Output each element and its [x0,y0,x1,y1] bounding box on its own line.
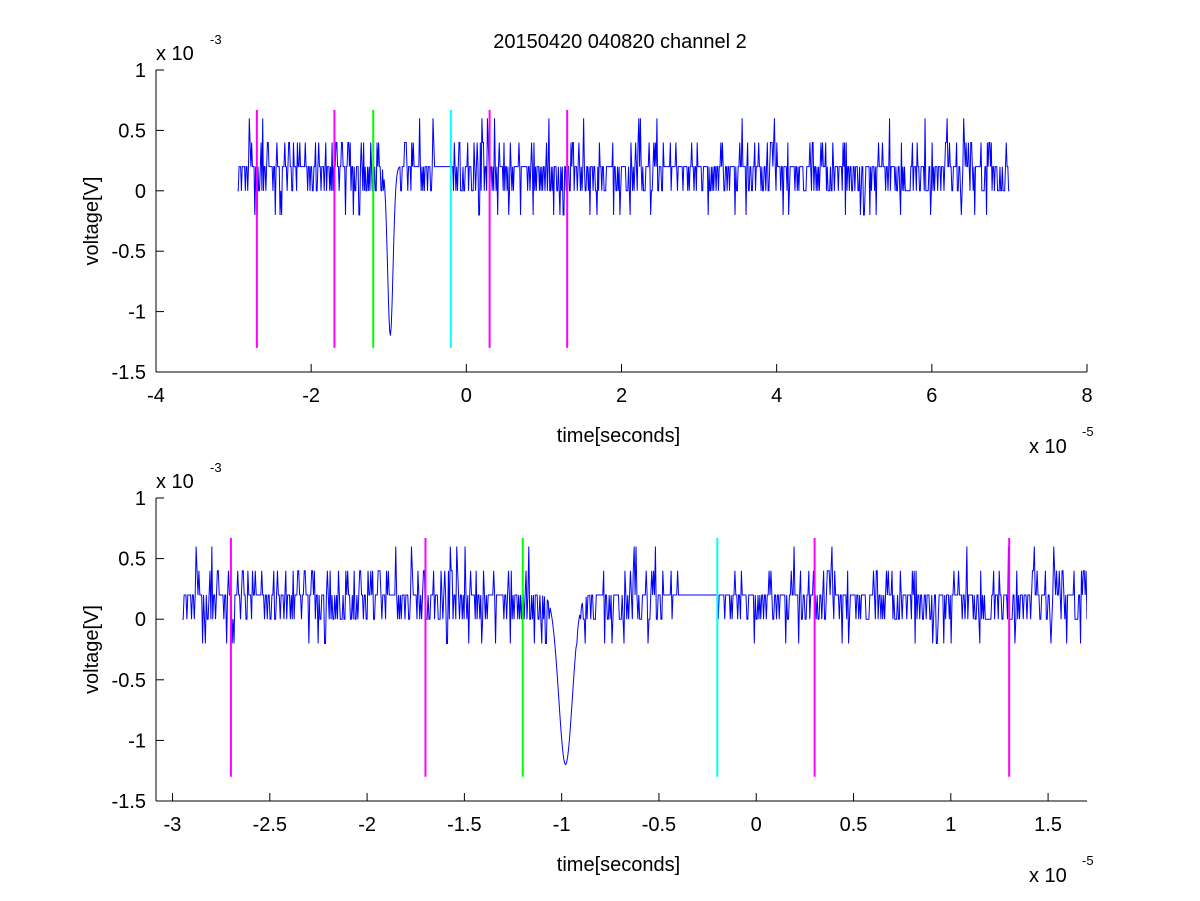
x-axis-label: time[seconds] [557,854,680,876]
x-tick-label: -1.5 [447,814,481,836]
y-axis-label: voltage[V] [81,177,103,266]
x-exponent-label: x 10 [1029,436,1067,458]
x-tick-label: 8 [1081,385,1092,407]
y-tick-label: 0 [135,181,146,203]
x-tick-label: -1 [553,814,571,836]
x-axis-label: time[seconds] [557,425,680,447]
y-axis-label: voltage[V] [81,605,103,694]
y-tick-label: -1.5 [112,362,146,384]
bottom-axes: -3 -2.5 -2 -1.5 -1 -0.5 0 0.5 1 1.5 1 0.5 0 -0.5 -1 -1.… [81,460,1094,887]
y-tick-label: 0.5 [118,120,146,142]
y-tick-label: -1 [128,730,146,752]
y-exponent-superscript: -3 [210,460,222,475]
x-tick-label: -2 [302,385,320,407]
x-tick-label: -2 [358,814,376,836]
x-exponent-superscript: -5 [1082,853,1094,868]
y-tick-label: 0.5 [118,549,146,571]
voltage-trace [237,118,1010,336]
y-tick-label: 1 [135,488,146,510]
plot-area [182,537,1087,777]
y-exponent-label: x 10 [156,471,194,493]
figure-title: 20150420 040820 channel 2 [493,31,747,53]
voltage-trace [182,546,1087,766]
y-exponent-label: x 10 [156,43,194,65]
x-tick-label: 0 [461,385,472,407]
x-exponent-superscript: -5 [1082,424,1094,439]
plot-area [237,109,1010,348]
y-tick-label: -1 [128,302,146,324]
x-tick-label: 1.5 [1034,814,1062,836]
y-tick-label: -0.5 [112,670,146,692]
x-tick-label: -3 [164,814,182,836]
y-tick-label: 0 [135,609,146,631]
x-tick-label: 2 [616,385,627,407]
x-exponent-label: x 10 [1029,865,1067,887]
y-tick-label: -1.5 [112,791,146,813]
x-tick-label: -4 [147,385,165,407]
y-tick-label: -0.5 [112,241,146,263]
x-tick-label: 0 [751,814,762,836]
x-tick-label: 4 [771,385,782,407]
x-tick-label: -2.5 [253,814,287,836]
top-axes: -4 -2 0 2 4 6 8 1 0.5 0 -0.5 -1 -1.5 time[seconds] vol… [81,32,1094,458]
x-tick-label: -0.5 [642,814,676,836]
x-tick-label: 6 [926,385,937,407]
y-tick-label: 1 [135,60,146,82]
x-tick-label: 0.5 [840,814,868,836]
x-tick-label: 1 [945,814,956,836]
y-exponent-superscript: -3 [210,32,222,47]
